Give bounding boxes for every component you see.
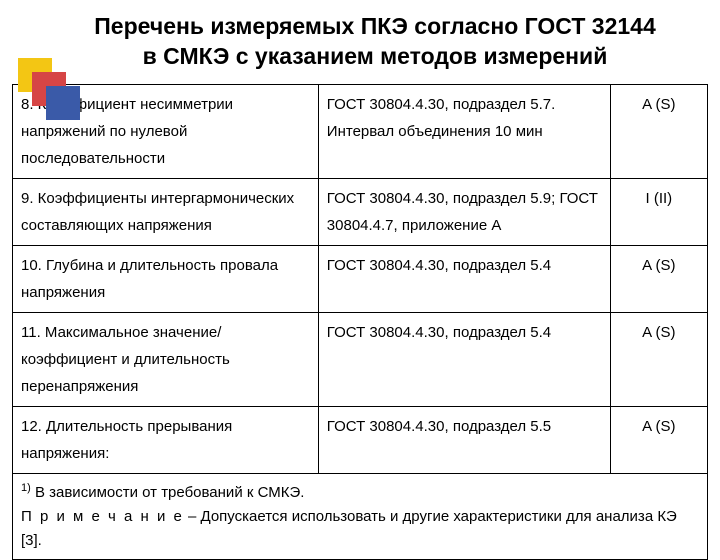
cell-class: A (S) [610,84,707,178]
table-row: 9. Коэффициенты интергармонических соста… [13,178,708,245]
footnote-sup: 1) [21,482,31,494]
note-label: П р и м е ч а н и е [21,508,184,525]
cell-method: ГОСТ 30804.4.30, подраздел 5.4 [318,312,610,406]
cell-method: ГОСТ 30804.4.30, подраздел 5.9; ГОСТ 308… [318,178,610,245]
table-container: 8. Коэффициент несимметрии напряжений по… [12,84,708,560]
cell-class: A (S) [610,245,707,312]
table-row: 8. Коэффициент несимметрии напряжений по… [13,84,708,178]
footnote-text: В зависимости от требований к СМКЭ. [31,484,305,501]
cell-param: 12. Длительность прерывания напряжения: [13,406,319,473]
cell-param: 9. Коэффициенты интергармонических соста… [13,178,319,245]
cell-method: ГОСТ 30804.4.30, подраздел 5.7. Интервал… [318,84,610,178]
slide-decoration [18,58,78,118]
cell-method: ГОСТ 30804.4.30, подраздел 5.4 [318,245,610,312]
table-row: 10. Глубина и длительность провала напря… [13,245,708,312]
deco-square-blue [46,86,80,120]
measurements-table: 8. Коэффициент несимметрии напряжений по… [12,84,708,560]
cell-class: A (S) [610,406,707,473]
cell-param: 11. Максимальное значение/коэффициент и … [13,312,319,406]
footnote-row: 1) В зависимости от требований к СМКЭ. П … [13,473,708,559]
footnote-cell: 1) В зависимости от требований к СМКЭ. П … [13,473,708,559]
cell-method: ГОСТ 30804.4.30, подраздел 5.5 [318,406,610,473]
cell-param: 10. Глубина и длительность провала напря… [13,245,319,312]
cell-class: A (S) [610,312,707,406]
table-row: 12. Длительность прерывания напряжения:Г… [13,406,708,473]
table-row: 11. Максимальное значение/коэффициент и … [13,312,708,406]
cell-class: I (II) [610,178,707,245]
slide-title: Перечень измеряемых ПКЭ согласно ГОСТ 32… [0,0,720,76]
